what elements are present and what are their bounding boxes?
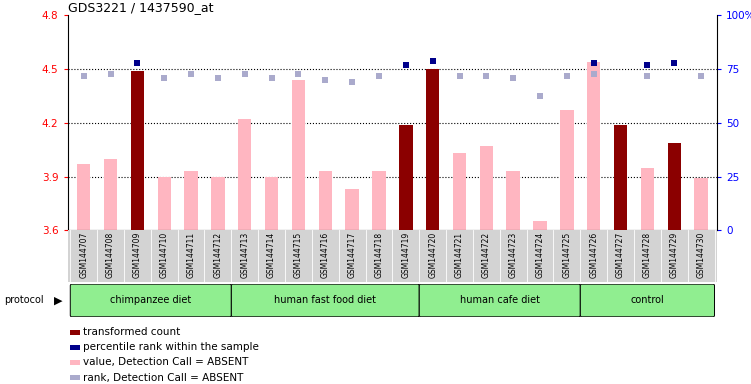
Bar bbox=[71, 329, 80, 334]
Bar bbox=[641, 168, 654, 230]
Bar bbox=[131, 71, 144, 230]
Text: GSM144709: GSM144709 bbox=[133, 232, 142, 278]
Bar bbox=[71, 345, 80, 350]
Text: GSM144708: GSM144708 bbox=[106, 232, 115, 278]
Text: transformed count: transformed count bbox=[83, 327, 180, 337]
Text: GSM144714: GSM144714 bbox=[267, 232, 276, 278]
Text: value, Detection Call = ABSENT: value, Detection Call = ABSENT bbox=[83, 358, 249, 367]
Bar bbox=[668, 142, 681, 230]
Bar bbox=[426, 69, 439, 230]
Text: human cafe diet: human cafe diet bbox=[460, 295, 540, 306]
FancyBboxPatch shape bbox=[71, 284, 231, 317]
Bar bbox=[238, 119, 252, 230]
Text: GSM144715: GSM144715 bbox=[294, 232, 303, 278]
Text: GSM144711: GSM144711 bbox=[186, 232, 195, 278]
Bar bbox=[211, 177, 225, 230]
Text: GSM144717: GSM144717 bbox=[348, 232, 357, 278]
Bar bbox=[345, 189, 359, 230]
Bar bbox=[506, 171, 520, 230]
Bar bbox=[77, 164, 90, 230]
Text: GSM144726: GSM144726 bbox=[590, 232, 599, 278]
FancyBboxPatch shape bbox=[581, 284, 714, 317]
FancyBboxPatch shape bbox=[231, 284, 419, 317]
Text: GSM144730: GSM144730 bbox=[697, 232, 706, 278]
Text: GSM144712: GSM144712 bbox=[213, 232, 222, 278]
Bar bbox=[71, 375, 80, 380]
Text: GSM144710: GSM144710 bbox=[160, 232, 169, 278]
Text: ▶: ▶ bbox=[54, 295, 62, 305]
Text: rank, Detection Call = ABSENT: rank, Detection Call = ABSENT bbox=[83, 372, 244, 383]
Text: GSM144722: GSM144722 bbox=[482, 232, 491, 278]
Bar bbox=[560, 110, 574, 230]
Text: GSM144724: GSM144724 bbox=[535, 232, 544, 278]
Bar bbox=[318, 171, 332, 230]
Text: control: control bbox=[631, 295, 665, 306]
FancyBboxPatch shape bbox=[419, 284, 581, 317]
Text: percentile rank within the sample: percentile rank within the sample bbox=[83, 342, 259, 352]
Text: GSM144707: GSM144707 bbox=[79, 232, 88, 278]
Text: GSM144720: GSM144720 bbox=[428, 232, 437, 278]
Text: GSM144716: GSM144716 bbox=[321, 232, 330, 278]
Bar bbox=[587, 62, 601, 230]
Bar bbox=[533, 222, 547, 230]
Bar bbox=[453, 153, 466, 230]
Text: human fast food diet: human fast food diet bbox=[274, 295, 376, 306]
Bar bbox=[184, 171, 198, 230]
Bar bbox=[695, 179, 707, 230]
Text: chimpanzee diet: chimpanzee diet bbox=[110, 295, 192, 306]
Text: protocol: protocol bbox=[4, 295, 44, 305]
Text: GDS3221 / 1437590_at: GDS3221 / 1437590_at bbox=[68, 1, 213, 14]
Text: GSM144727: GSM144727 bbox=[616, 232, 625, 278]
Bar bbox=[399, 125, 412, 230]
Text: GSM144721: GSM144721 bbox=[455, 232, 464, 278]
Text: GSM144713: GSM144713 bbox=[240, 232, 249, 278]
Text: GSM144718: GSM144718 bbox=[375, 232, 384, 278]
Text: GSM144719: GSM144719 bbox=[401, 232, 410, 278]
Text: GSM144723: GSM144723 bbox=[508, 232, 517, 278]
Bar bbox=[104, 159, 117, 230]
Bar bbox=[372, 171, 386, 230]
Text: GSM144725: GSM144725 bbox=[562, 232, 572, 278]
Bar bbox=[614, 125, 627, 230]
Bar bbox=[291, 80, 305, 230]
Bar bbox=[71, 360, 80, 365]
Bar bbox=[158, 177, 171, 230]
Bar bbox=[265, 177, 279, 230]
Text: GSM144728: GSM144728 bbox=[643, 232, 652, 278]
Text: GSM144729: GSM144729 bbox=[670, 232, 679, 278]
Bar bbox=[480, 146, 493, 230]
